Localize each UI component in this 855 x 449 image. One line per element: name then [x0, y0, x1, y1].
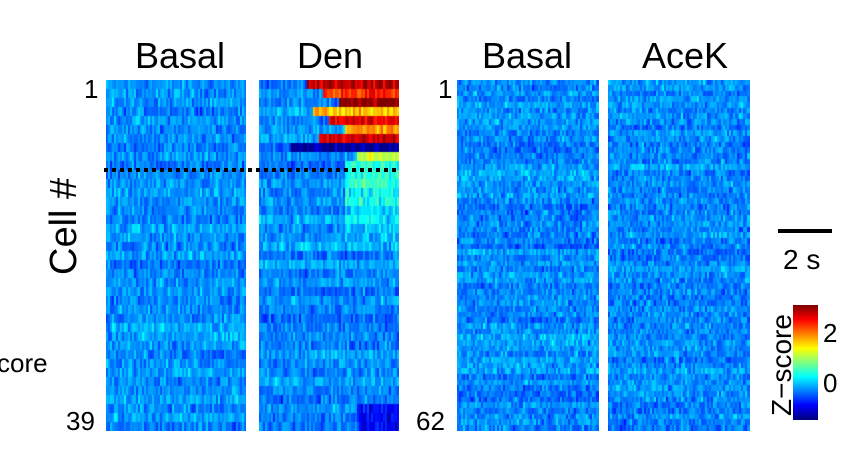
heatmap-den	[259, 80, 399, 431]
panel-title-acek: AceK	[641, 35, 729, 76]
panel-title-den: Den	[296, 35, 364, 76]
heatmap-basal-left	[106, 80, 246, 431]
colorbar-label: Z−score	[766, 314, 797, 416]
cut-off-label: core	[0, 348, 48, 378]
row-tick-last-left: 39	[66, 406, 95, 436]
heatmap-acek	[608, 80, 750, 431]
scale-bar-label: 2 s	[783, 244, 821, 275]
row-tick-last-right: 62	[416, 406, 445, 436]
colorbar-tick-0: 0	[823, 368, 838, 398]
colorbar	[793, 305, 818, 420]
row-tick-first-right: 1	[438, 74, 453, 104]
panel-title-basal-right: Basal	[481, 35, 573, 76]
heatmap-basal-right	[457, 80, 599, 431]
row-tick-first-left: 1	[84, 74, 99, 104]
panel-title-basal-left: Basal	[134, 35, 226, 76]
colorbar-tick-2: 2	[823, 318, 838, 348]
